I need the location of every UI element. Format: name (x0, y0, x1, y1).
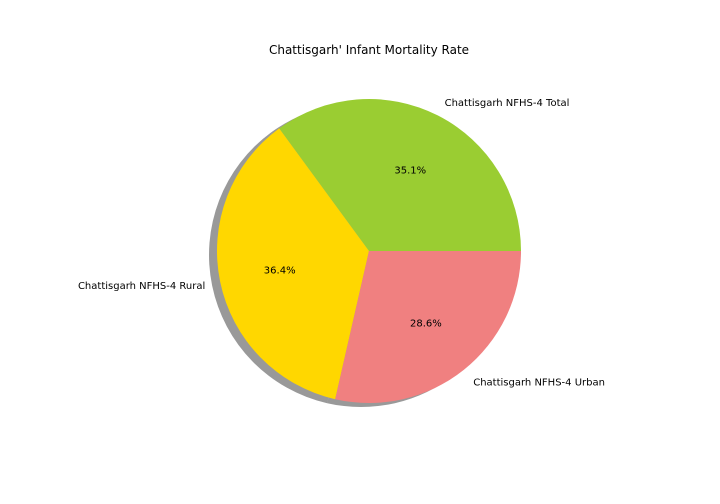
pie-labels: 35.1% Chattisgarh NFHS-4 Total 36.4% Chatti… (78, 98, 605, 389)
pie-slice-chattisgarh-nfhs-4-urban (335, 251, 521, 404)
pie-category-label-chattisgarh-nfhs-4-rural: Chattisgarh NFHS-4 Rural (78, 281, 205, 292)
pie-slice-chattisgarh-nfhs-4-rural (216, 128, 369, 400)
pie-category-label-chattisgarh-nfhs-4-urban: Chattisgarh NFHS-4 Urban (473, 378, 605, 389)
pie-slice-chattisgarh-nfhs-4-total (279, 98, 521, 251)
pie-percent-label-chattisgarh-nfhs-4-total: 35.1% (394, 166, 426, 177)
chart-title: Chattisgarh' Infant Mortality Rate (269, 43, 469, 57)
pie-category-label-chattisgarh-nfhs-4-total: Chattisgarh NFHS-4 Total (445, 98, 570, 109)
pie-percent-label-chattisgarh-nfhs-4-urban: 28.6% (410, 318, 442, 329)
pie-slices (216, 98, 521, 404)
pie-percent-label-chattisgarh-nfhs-4-rural: 36.4% (264, 265, 296, 276)
